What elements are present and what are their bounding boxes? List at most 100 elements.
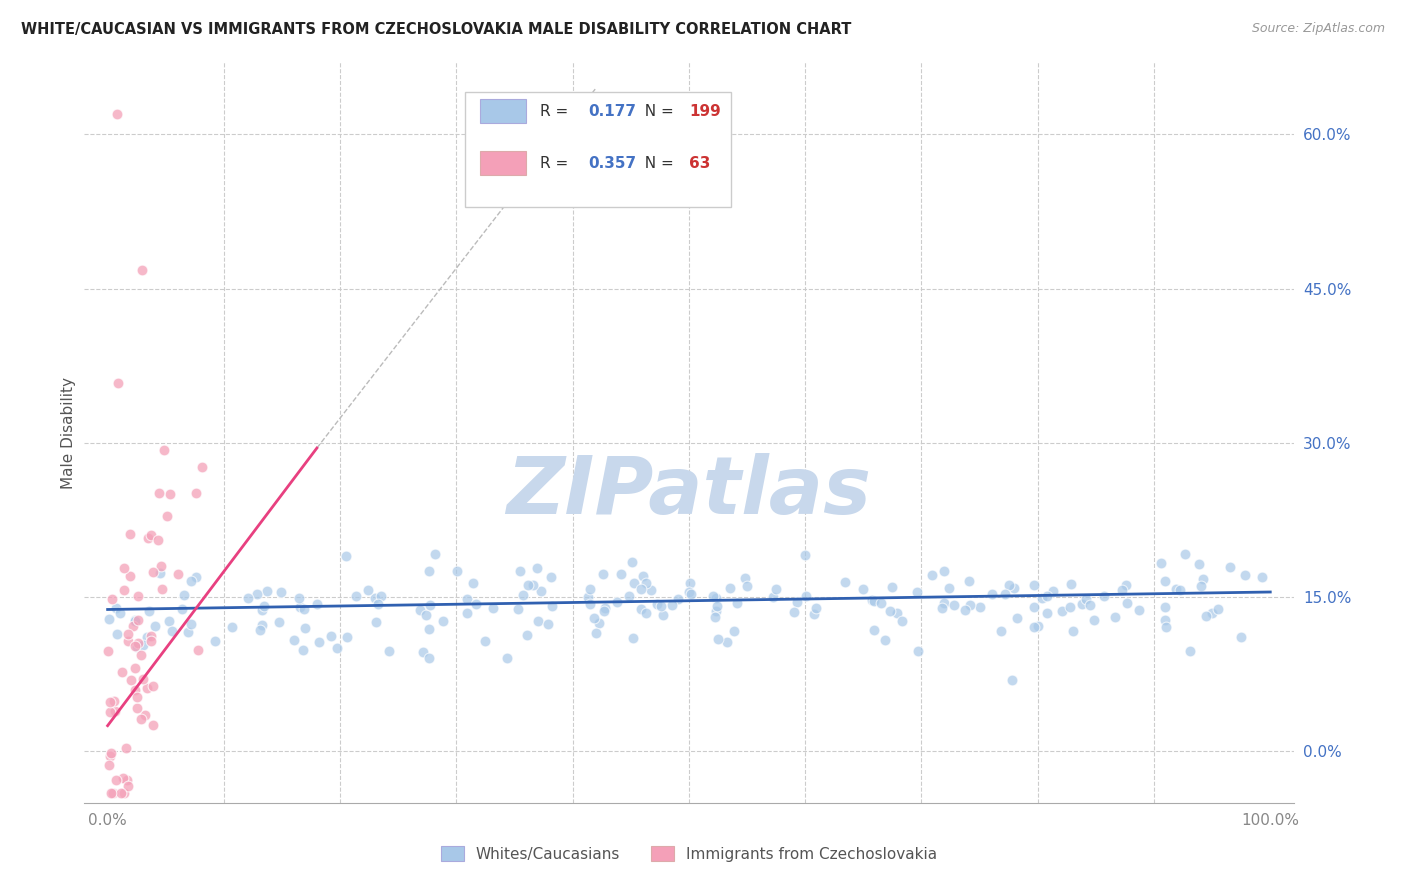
Text: R =: R = [540, 103, 574, 119]
Point [288, 600, 311, 615]
Point [1195, 609, 1218, 624]
Point [1036, 589, 1059, 603]
Point [1001, 673, 1024, 687]
Point [1191, 572, 1213, 586]
Point [98, 612, 121, 626]
Point [969, 599, 991, 614]
Point [124, 640, 146, 654]
Point [127, 590, 149, 604]
Point [879, 604, 901, 618]
Point [834, 575, 856, 590]
Point [157, 615, 180, 629]
Point [256, 584, 278, 599]
Point [423, 548, 446, 562]
Point [456, 592, 478, 607]
Point [177, 624, 200, 639]
Point [129, 712, 152, 726]
Point [1115, 578, 1137, 592]
Point [1074, 591, 1097, 606]
Point [150, 582, 173, 597]
Point [932, 596, 955, 610]
Point [148, 486, 170, 500]
Point [124, 615, 146, 629]
Point [1104, 610, 1126, 624]
Point [326, 640, 349, 655]
Text: N =: N = [634, 103, 678, 119]
FancyBboxPatch shape [465, 92, 731, 207]
Point [541, 599, 564, 614]
Point [582, 611, 605, 625]
Point [114, 561, 136, 575]
Point [645, 597, 668, 611]
Point [1230, 630, 1253, 644]
Point [1080, 598, 1102, 612]
Text: N =: N = [634, 155, 678, 170]
Point [1174, 547, 1197, 561]
Point [1052, 604, 1074, 618]
Point [98, 695, 121, 709]
Point [100, 785, 122, 799]
Point [1164, 582, 1187, 597]
Point [307, 597, 329, 611]
Point [1116, 596, 1139, 610]
Point [170, 602, 193, 616]
Point [980, 586, 1002, 600]
Point [187, 643, 209, 657]
Point [104, 600, 127, 615]
Point [97, 644, 120, 658]
Point [111, 665, 134, 680]
Point [522, 578, 544, 592]
Point [142, 679, 165, 693]
Point [1070, 597, 1092, 611]
Point [267, 615, 290, 630]
Point [576, 590, 599, 604]
Point [783, 605, 806, 619]
Point [718, 581, 741, 595]
Point [191, 459, 214, 474]
Point [506, 602, 529, 616]
Point [536, 616, 558, 631]
FancyBboxPatch shape [479, 99, 526, 123]
Text: ZIPatlas: ZIPatlas [506, 453, 872, 531]
Text: 63: 63 [689, 155, 710, 170]
Point [579, 597, 602, 611]
Point [517, 578, 540, 592]
Point [344, 589, 367, 603]
Point [706, 599, 728, 613]
Point [335, 549, 357, 564]
Text: 0.357: 0.357 [589, 155, 637, 170]
Point [794, 548, 817, 562]
Point [907, 644, 929, 658]
Point [1022, 577, 1045, 591]
Point [512, 588, 534, 602]
Point [141, 629, 163, 643]
Point [623, 576, 645, 591]
Point [938, 581, 960, 595]
Point [129, 648, 152, 662]
Point [803, 607, 825, 621]
Legend: Whites/Caucasians, Immigrants from Czechoslovakia: Whites/Caucasians, Immigrants from Czech… [440, 846, 938, 862]
Point [112, 771, 135, 785]
Point [704, 604, 727, 618]
Point [419, 598, 441, 612]
Point [132, 638, 155, 652]
Point [1083, 613, 1105, 627]
Point [100, 746, 122, 760]
Point [125, 640, 148, 655]
Point [1250, 570, 1272, 584]
Point [890, 614, 912, 628]
Point [432, 614, 454, 628]
Point [679, 575, 702, 590]
Point [236, 591, 259, 606]
Point [101, 591, 124, 606]
Point [101, 785, 124, 799]
Point [117, 627, 139, 641]
Point [131, 263, 153, 277]
Point [529, 584, 551, 599]
Point [588, 615, 610, 630]
Point [180, 574, 202, 589]
Text: 199: 199 [689, 103, 721, 119]
Point [1188, 558, 1211, 572]
Point [997, 578, 1019, 592]
Point [120, 673, 142, 688]
